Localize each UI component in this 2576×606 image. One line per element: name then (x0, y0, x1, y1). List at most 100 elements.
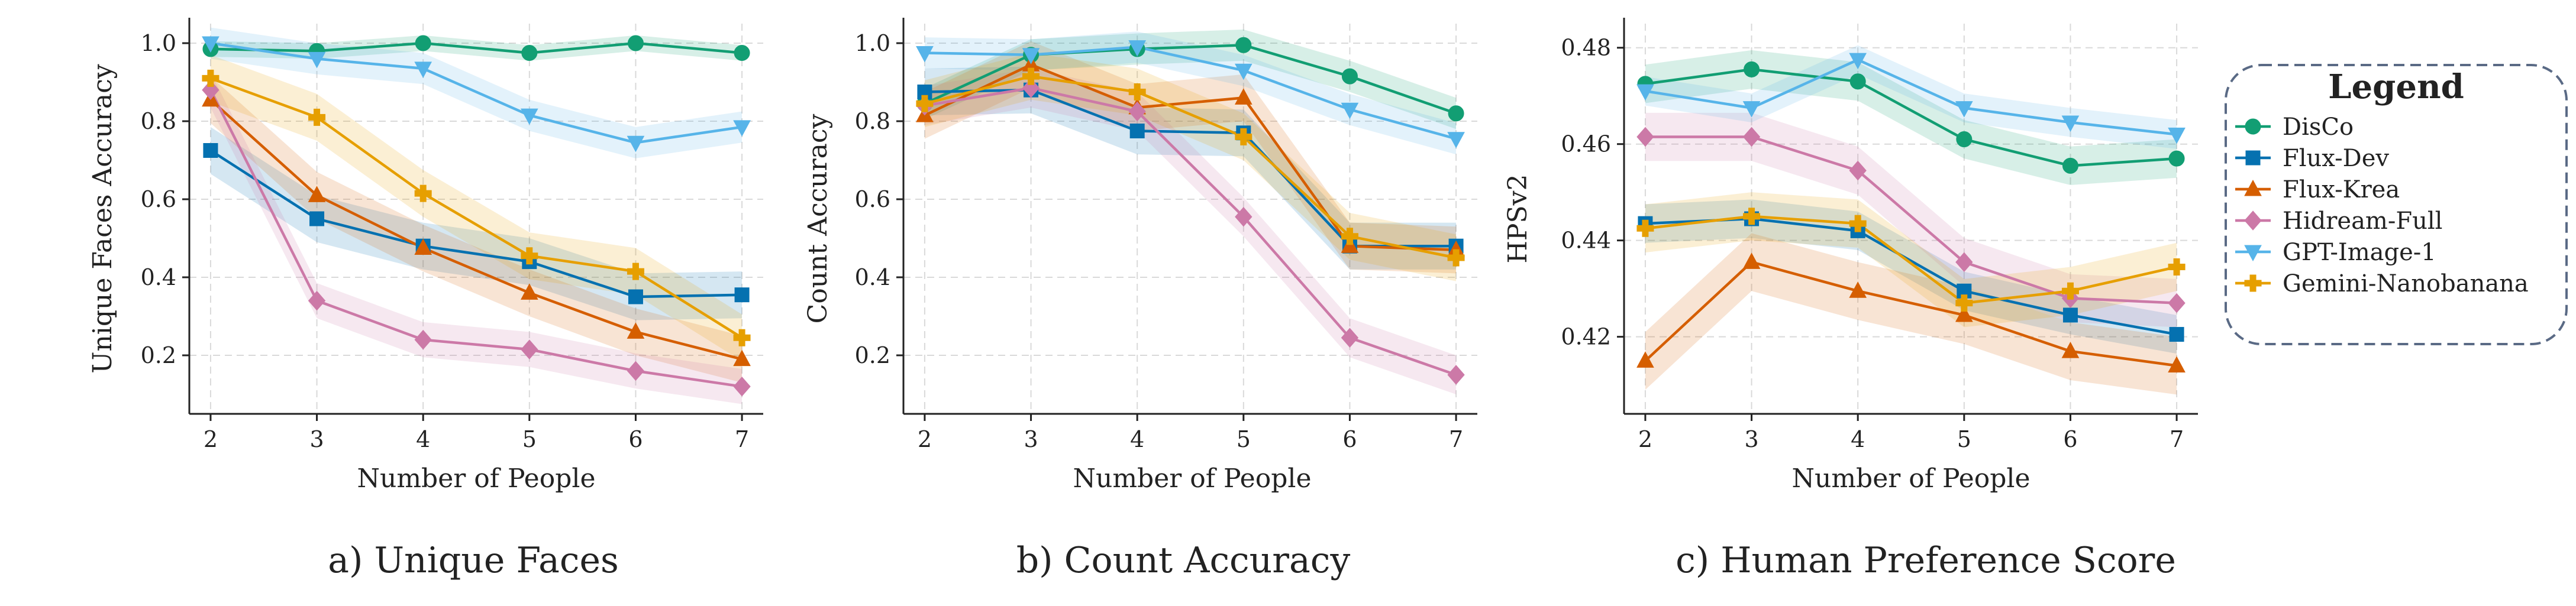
point-gpt-image-1-2 (916, 46, 934, 63)
panel-count-accuracy-markers (916, 37, 1465, 385)
band-gpt-image-1 (1645, 45, 2177, 149)
series-line-flux-krea (209, 99, 743, 361)
legend-marker-flux-dev (2245, 150, 2261, 166)
point-gemini-nanobanana-7 (1447, 249, 1465, 267)
legend-entry-disco: DisCo (2235, 114, 2354, 141)
point-gemini-nanobanana-3 (308, 108, 326, 126)
x-tick-label: 2 (204, 426, 218, 452)
point-flux-krea-6 (2061, 342, 2080, 358)
legend-label: DisCo (2283, 114, 2354, 141)
series-line-gemini-nanobanana (1645, 215, 2177, 304)
point-flux-dev-7 (2169, 327, 2184, 342)
x-tick-label: 4 (416, 426, 430, 452)
panel-human-preference-xlabel: Number of People (1792, 464, 2031, 494)
series-line-disco (1645, 68, 2177, 167)
legend-marker-disco (2245, 118, 2261, 135)
y-tick-label: 0.2 (141, 342, 176, 368)
point-flux-krea-2 (1636, 351, 1654, 368)
legend-entry-gpt-image-1: GPT-Image-1 (2235, 239, 2436, 266)
band-hidream-full (1645, 112, 2177, 328)
band-hidream-full (210, 72, 743, 404)
point-gpt-image-1-5 (520, 108, 538, 125)
series-line-flux-dev (209, 149, 743, 299)
legend-entry-flux-krea: Flux-Krea (2235, 176, 2400, 203)
band-gemini-nanobanana (210, 54, 743, 361)
point-hidream-full-5 (1235, 206, 1253, 227)
point-gemini-nanobanana-6 (2061, 282, 2079, 300)
point-hidream-full-2 (202, 80, 219, 100)
series-line-hidream-full (1645, 135, 2177, 304)
series-line-hidream-full (209, 89, 743, 388)
point-gemini-nanobanana-7 (2168, 258, 2186, 276)
point-hidream-full-7 (733, 377, 751, 397)
point-gemini-nanobanana-5 (521, 247, 538, 265)
y-tick-label: 0.8 (855, 108, 890, 134)
legend-marker-gpt-image-1 (2244, 245, 2262, 262)
point-hidream-full-4 (1849, 160, 1867, 181)
legend-title: Legend (2328, 67, 2464, 106)
x-tick-label: 7 (735, 426, 749, 452)
legend-label: Gemini-Nanobanana (2283, 270, 2529, 297)
point-hidream-full-5 (1955, 252, 1973, 273)
legend-label: Flux-Dev (2283, 145, 2389, 172)
series-line-gpt-image-1 (1645, 58, 2177, 136)
panel-count-accuracy-axes (902, 18, 1477, 415)
band-gemini-nanobanana (924, 53, 1457, 281)
x-tick-label: 7 (1449, 426, 1463, 452)
point-flux-krea-7 (733, 349, 751, 367)
band-hidream-full (924, 68, 1457, 394)
point-gpt-image-1-7 (2168, 127, 2186, 144)
point-flux-dev-2 (203, 143, 218, 158)
band-flux-dev (1645, 199, 2177, 354)
panel-unique-faces-grid (189, 24, 763, 414)
series-line-disco (210, 41, 743, 54)
y-tick-label: 0.2 (855, 342, 890, 368)
point-disco-4 (1849, 73, 1866, 90)
legend-label: GPT-Image-1 (2283, 239, 2436, 266)
point-gemini-nanobanana-7 (733, 329, 751, 346)
x-tick-label: 5 (522, 426, 537, 452)
y-tick-label: 0.8 (141, 108, 176, 134)
legend-entries: DisCo Flux-Dev Flux-Krea Hidream-Full GPT-Im… (2235, 114, 2529, 297)
y-tick-label: 0.4 (141, 264, 176, 290)
panel-count-accuracy-ylabel: Count Accuracy (803, 114, 833, 324)
point-flux-krea-4 (414, 238, 432, 255)
panel-unique-faces: 2 3 4 5 6 7 0.2 0.4 0.6 0.8 1.0 Number of People U… (88, 18, 763, 581)
point-gpt-image-1-2 (1636, 84, 1654, 101)
panel-human-preference-axes (1623, 18, 2198, 415)
x-tick-label: 2 (1638, 426, 1652, 452)
point-gemini-nanobanana-6 (627, 263, 644, 280)
panel-human-preference-ticks: 2 3 4 5 6 7 0.42 0.44 0.46 0.48 (1561, 35, 2184, 452)
y-tick-label: 1.0 (141, 30, 176, 56)
point-hidream-full-3 (1742, 127, 1761, 147)
point-hidream-full-4 (414, 329, 432, 350)
panel-unique-faces-bands (210, 27, 743, 404)
x-tick-label: 6 (1342, 426, 1357, 452)
point-gpt-image-1-7 (1447, 132, 1465, 148)
panel-count-accuracy-xlabel: Number of People (1073, 464, 1312, 494)
point-flux-krea-5 (1955, 305, 1973, 322)
point-gpt-image-1-6 (2061, 115, 2080, 132)
panel-human-preference: 2 3 4 5 6 70.420.440.460.48 Number of People … (1503, 18, 2198, 581)
x-tick-label: 6 (628, 426, 643, 452)
point-flux-krea-3 (308, 186, 326, 202)
y-tick-label: 0.4 (855, 264, 890, 290)
point-disco-7 (734, 45, 750, 61)
panel-unique-faces-markers (202, 35, 751, 397)
point-flux-dev-6 (628, 289, 643, 304)
y-tick-label: 1.0 (855, 30, 890, 56)
point-gpt-image-1-5 (1234, 63, 1253, 80)
y-tick-label: 0.44 (1561, 228, 1611, 254)
point-disco-4 (415, 35, 431, 51)
panel-unique-faces-ticks: 2 3 4 5 6 7 0.2 0.4 0.6 0.8 1.0 (141, 30, 750, 452)
point-flux-krea-3 (1742, 252, 1761, 269)
point-flux-dev-6 (2062, 307, 2078, 323)
point-hidream-full-3 (308, 290, 326, 311)
x-tick-label: 4 (1851, 426, 1865, 452)
panel-count-accuracy-lines (924, 44, 1457, 377)
panel-count-accuracy: 2 3 4 5 6 7 0.2 0.4 0.6 0.8 1.0 Number of People C… (803, 18, 1477, 581)
point-gemini-nanobanana-2 (1636, 219, 1654, 237)
panel-unique-faces-lines (209, 41, 743, 388)
series-line-gpt-image-1 (924, 46, 1457, 140)
panel-unique-faces-caption: a) Unique Faces (328, 540, 619, 581)
